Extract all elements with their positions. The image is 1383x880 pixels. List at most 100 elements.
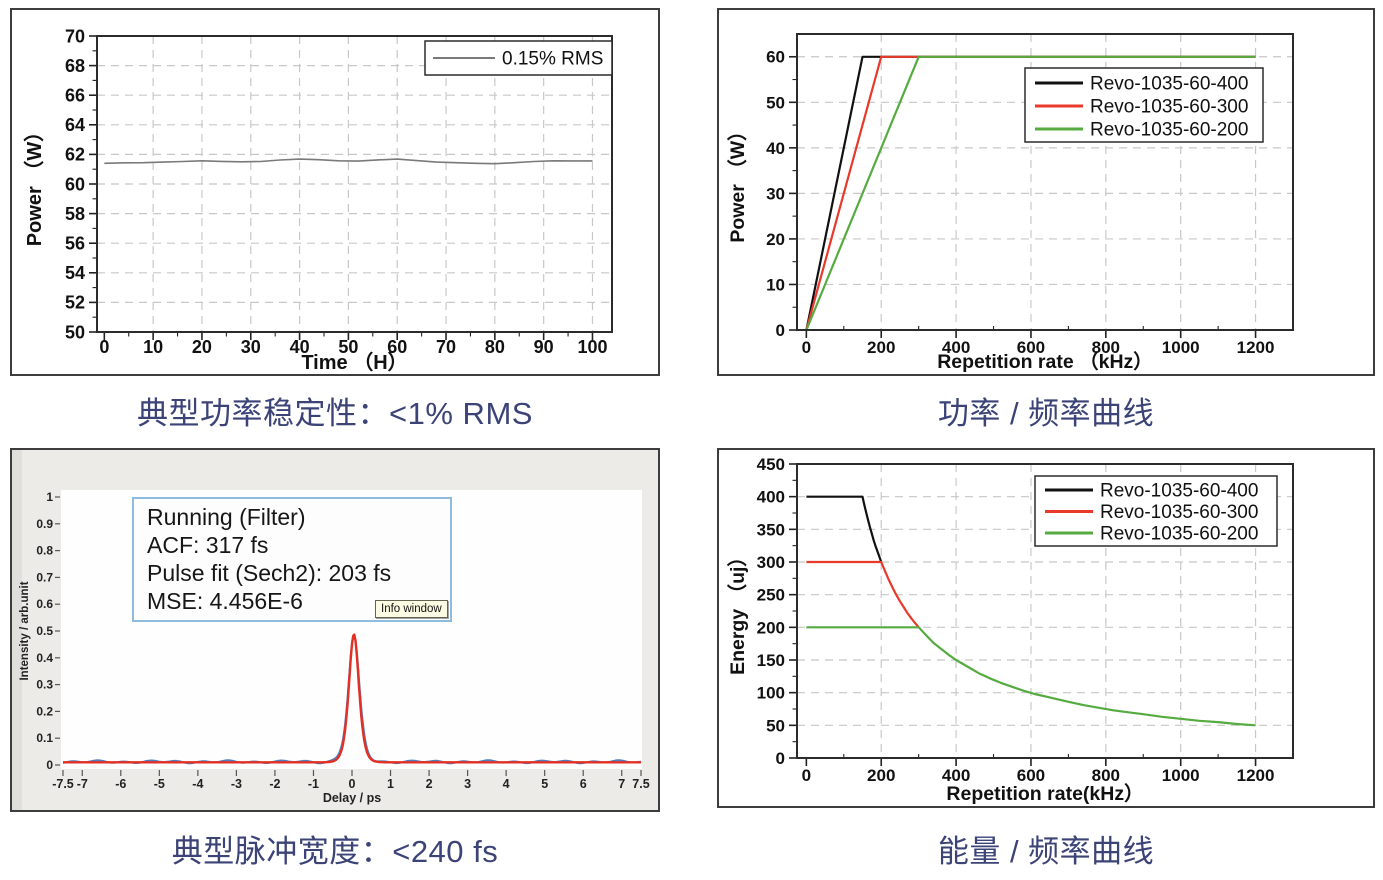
acf-x-tick-label: 4: [503, 777, 510, 791]
acf-y-tick-label: 0: [46, 758, 53, 772]
y-tick-label: 50: [766, 716, 785, 735]
y-tick-label: 20: [766, 230, 785, 249]
y-tick-label: 200: [757, 618, 785, 637]
acf-x-tick-label: 0: [349, 777, 356, 791]
y-tick-label: 400: [757, 488, 785, 507]
acf-y-tick-label: 0.4: [36, 651, 53, 665]
mse-line: MSE: 4.456E-6: [147, 588, 303, 614]
x-tick-label: 600: [1017, 766, 1045, 785]
plot-frame: [96, 35, 613, 333]
x-tick-label: 1000: [1162, 338, 1200, 357]
acf-y-tick-label: 1: [46, 490, 53, 504]
caption-energy-frequency-curve: 能量 / 频率曲线: [937, 834, 1155, 869]
series-line-Revo-1035-60-400: [806, 495, 883, 563]
y-tick-label: 60: [766, 48, 785, 67]
x-tick-label: 800: [1092, 338, 1120, 357]
y-tick-label: 450: [757, 455, 785, 474]
power-stability-chart: 0 10 20 30 40 50 60 70 80 90 100 50 52 54 56 58 60 62 64 66…: [23, 26, 613, 374]
y-tick-label: 40: [766, 139, 785, 158]
y-tick-label: 60: [65, 174, 85, 194]
acf-x-tick-label: -7: [77, 777, 88, 791]
y-tick-label: 10: [766, 275, 785, 294]
acf-x-axis-label: Delay / ps: [323, 791, 381, 805]
legend-label: 0.15% RMS: [502, 48, 603, 69]
y-tick-label: 58: [65, 204, 85, 224]
x-tick-label: 1200: [1237, 766, 1275, 785]
acf-y-tick-label: 0.6: [36, 597, 53, 611]
window-edge-strip: [12, 450, 22, 810]
acf-fit-trace: [63, 633, 641, 764]
x-tick-label: 400: [942, 766, 970, 785]
x-tick-label: 40: [290, 337, 310, 357]
x-tick-label: 1000: [1162, 766, 1200, 785]
x-tick-label: 90: [534, 337, 554, 357]
y-tick-label: 0: [776, 321, 785, 340]
acf-x-tick-label: 3: [464, 777, 471, 791]
y-tick-label: 70: [65, 26, 85, 46]
y-tick-label: 52: [65, 293, 85, 313]
y-tick-label: 68: [65, 56, 85, 76]
panel-power-vs-rep-rate: 0 200 400 600 800 1000 1200 0 10 20 30 40 50 60 Repeti…: [717, 8, 1375, 376]
acf-x-tick-label: -1: [308, 777, 319, 791]
x-tick-label: 200: [867, 766, 895, 785]
plot-frame: [796, 463, 1294, 759]
acf-x-tick-label: 7: [618, 777, 625, 791]
x-tick-label: 10: [143, 337, 163, 357]
y-tick-label: 350: [757, 520, 785, 539]
y-axis-label: Power （W）: [23, 122, 46, 246]
y-tick-label: 66: [65, 86, 85, 106]
x-tick-label: 800: [1092, 766, 1120, 785]
x-tick-label: 0: [802, 338, 811, 357]
legend-label: Revo-1035-60-300: [1090, 96, 1248, 117]
acf-y-tick-label: 0.7: [36, 570, 53, 584]
acf-width-line: ACF: 317 fs: [147, 532, 269, 558]
acf-x-tick-label: -3: [231, 777, 242, 791]
acf-x-tick-label: -4: [192, 777, 203, 791]
y-tick-label: 54: [65, 263, 85, 283]
acf-y-tick-label: 0.8: [36, 544, 53, 558]
x-tick-label: 80: [485, 337, 505, 357]
acf-x-tick-label: -7.5: [52, 777, 74, 791]
acf-y-tick-label: 0.3: [36, 678, 53, 692]
y-tick-label: 150: [757, 651, 785, 670]
series-line-Revo-1035-60-300: [806, 560, 920, 629]
acf-x-tick-label: 6: [580, 777, 587, 791]
acf-y-tick-label: 0.9: [36, 517, 53, 531]
x-tick-label: 30: [241, 337, 261, 357]
legend-label: Revo-1035-60-300: [1100, 502, 1258, 523]
x-tick-label: 0: [99, 337, 109, 357]
y-tick-label: 62: [65, 145, 85, 165]
acf-y-tick-label: 0.1: [36, 731, 53, 745]
y-axis-label: Energy （uj）: [726, 547, 749, 675]
x-tick-label: 200: [867, 338, 895, 357]
caption-pulse-width: 典型脉冲宽度：<240 fs: [171, 834, 499, 869]
acf-x-tick-label: 5: [541, 777, 548, 791]
x-tick-label: 60: [387, 337, 407, 357]
acf-x-tick-label: -5: [154, 777, 165, 791]
plot-frame: [796, 33, 1294, 331]
x-axis-label: Repetition rate(kHz）: [946, 782, 1143, 805]
acf-x-tick-label: 7.5: [632, 777, 649, 791]
power-vs-rep-rate-chart: 0 200 400 600 800 1000 1200 0 10 20 30 40 50 60 Repeti…: [726, 33, 1294, 373]
legend-label: Revo-1035-60-200: [1090, 119, 1248, 140]
x-axis-label: Time （H）: [301, 351, 407, 374]
y-tick-label: 56: [65, 234, 85, 254]
y-tick-label: 30: [766, 184, 785, 203]
legend-label: Revo-1035-60-200: [1100, 523, 1258, 544]
y-tick-label: 300: [757, 553, 785, 572]
panel-autocorrelation-app: 0 0.1 0.2 0.3 0.4 0.5 0.6 0.7 0.8 0.9 1 -7.5 -7 -6 -5 -…: [10, 448, 660, 812]
x-tick-label: 1200: [1237, 338, 1275, 357]
energy-vs-rep-rate-chart: 0 200 400 600 800 1000 1200 0 50 100 150 200 250 300 3…: [726, 455, 1294, 805]
x-tick-label: 600: [1017, 338, 1045, 357]
acf-x-tick-label: -2: [269, 777, 280, 791]
x-tick-label: 400: [942, 338, 970, 357]
acf-y-tick-label: 0.5: [36, 624, 53, 638]
x-tick-label: 0: [802, 766, 811, 785]
pulse-fit-line: Pulse fit (Sech2): 203 fs: [147, 560, 392, 586]
y-tick-label: 250: [757, 586, 785, 605]
y-axis-label: Power （W）: [726, 121, 749, 242]
y-tick-label: 50: [766, 93, 785, 112]
info-window-tooltip: Info window: [375, 600, 448, 618]
series-line-Revo-1035-60-200: [806, 626, 1256, 727]
